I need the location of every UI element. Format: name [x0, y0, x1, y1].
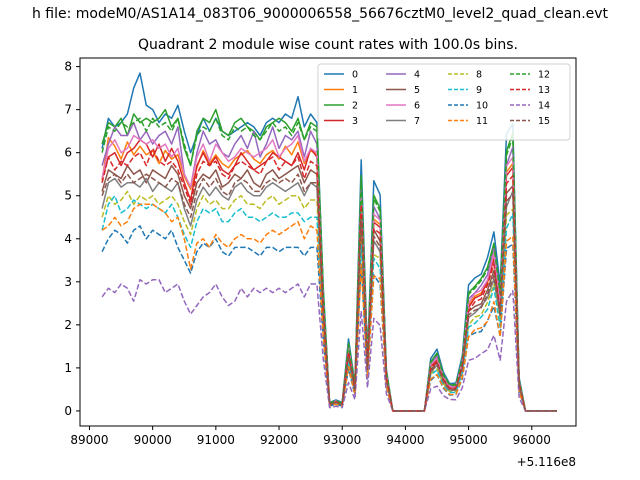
- legend-label: 4: [414, 70, 420, 81]
- x-tick-label: 94000: [386, 433, 424, 447]
- x-axis: 89000 90000 91000 92000 93000 94000 95000 96000: [70, 426, 551, 447]
- y-tick-label: 1: [64, 361, 72, 375]
- series-line-9: [101, 194, 557, 412]
- legend-label: 0: [352, 70, 358, 81]
- y-tick-label: 5: [64, 189, 72, 203]
- series-line-8: [101, 190, 557, 412]
- x-tick-label: 90000: [134, 433, 172, 447]
- series-line-13: [101, 147, 557, 412]
- legend-label: 13: [538, 85, 550, 96]
- y-axis: 0 1 2 3 4 5 6 7 8: [64, 60, 80, 418]
- chart-title: Quadrant 2 module wise count rates with …: [138, 37, 518, 53]
- x-tick-label: 89000: [70, 433, 108, 447]
- y-tick-label: 4: [64, 232, 72, 246]
- x-tick-label: 96000: [513, 433, 551, 447]
- legend-label: 7: [414, 116, 420, 127]
- y-tick-label: 3: [64, 275, 72, 289]
- legend-label: 6: [414, 101, 420, 112]
- legend-label: 11: [476, 116, 488, 127]
- y-tick-label: 6: [64, 146, 72, 160]
- series-line-11: [101, 203, 557, 412]
- y-tick-label: 0: [64, 404, 72, 418]
- legend-box: [317, 63, 571, 141]
- series-line-6: [101, 134, 557, 412]
- y-tick-label: 7: [64, 103, 72, 117]
- series-line-14: [101, 278, 557, 412]
- legend-label: 12: [538, 70, 550, 81]
- legend-label: 3: [352, 116, 358, 127]
- chart-suptitle: h file: modeM0/AS1A14_083T06_9000006558_…: [32, 6, 609, 22]
- x-tick-label: 92000: [260, 433, 298, 447]
- x-axis-offset-label: +5.116e8: [517, 455, 576, 469]
- y-tick-label: 8: [64, 60, 72, 74]
- legend-label: 14: [538, 101, 550, 112]
- x-tick-label: 95000: [449, 433, 487, 447]
- y-tick-label: 2: [64, 318, 72, 332]
- x-tick-label: 93000: [323, 433, 361, 447]
- legend-label: 2: [352, 101, 358, 112]
- legend-label: 8: [476, 70, 482, 81]
- legend-label: 15: [538, 116, 550, 127]
- legend-label: 10: [476, 101, 488, 112]
- legend-label: 5: [414, 85, 420, 96]
- series-line-7: [101, 177, 557, 412]
- legend-label: 9: [476, 85, 482, 96]
- plot-frame: [79, 57, 577, 427]
- series-line-15: [101, 173, 557, 412]
- series-line-5: [101, 164, 557, 412]
- series-layer: [101, 72, 557, 412]
- x-tick-label: 91000: [197, 433, 235, 447]
- legend-label: 1: [352, 85, 358, 96]
